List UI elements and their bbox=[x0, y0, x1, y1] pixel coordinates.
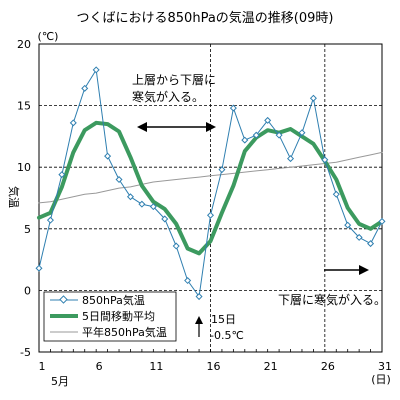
x-tick-label: 21 bbox=[264, 360, 278, 373]
data-point-850hpa bbox=[355, 233, 363, 241]
data-point-850hpa bbox=[218, 166, 226, 174]
data-point-850hpa bbox=[46, 216, 54, 224]
data-point-850hpa bbox=[172, 242, 180, 250]
y-tick-labels: 20 15 10 5 0 -5 bbox=[17, 38, 31, 359]
data-point-850hpa bbox=[367, 240, 375, 248]
data-point-850hpa bbox=[115, 176, 123, 184]
x-tick-label: 11 bbox=[149, 360, 163, 373]
data-point-850hpa bbox=[287, 155, 295, 163]
data-point-850hpa bbox=[149, 203, 157, 211]
x-tick-labels: 1 6 11 16 21 26 31 bbox=[39, 360, 393, 373]
data-point-850hpa bbox=[92, 66, 100, 74]
data-point-850hpa bbox=[184, 277, 192, 285]
data-point-850hpa bbox=[126, 193, 134, 201]
annotation-up-arrow bbox=[195, 316, 203, 337]
data-point-850hpa bbox=[35, 264, 43, 272]
data-point-850hpa bbox=[321, 156, 329, 164]
x-tick-label: 26 bbox=[321, 360, 335, 373]
x-tick-label: 6 bbox=[96, 360, 103, 373]
grid-lines bbox=[39, 44, 382, 352]
y-tick-label: -5 bbox=[20, 346, 31, 359]
annotation-min-line1: 15日 bbox=[211, 313, 236, 326]
legend-marker-850hpa bbox=[59, 295, 68, 304]
annotation-lower: 下層に寒気が入る。 bbox=[278, 292, 386, 307]
legend: 850hPa気温 5日間移動平均 平年850hPa気温 bbox=[43, 291, 177, 342]
data-point-850hpa bbox=[309, 94, 317, 102]
annotation-upper-line1: 上層から下層に bbox=[132, 73, 216, 87]
x-tick-label: 31 bbox=[378, 360, 392, 373]
data-point-850hpa bbox=[344, 221, 352, 229]
legend-label-normal: 平年850hPa気温 bbox=[82, 325, 167, 339]
y-axis-label: 気温 bbox=[7, 186, 21, 208]
data-point-850hpa bbox=[252, 131, 260, 139]
data-point-850hpa bbox=[104, 152, 112, 160]
series-markers bbox=[35, 66, 386, 301]
legend-label-5day-average: 5日間移動平均 bbox=[82, 309, 155, 323]
data-point-850hpa bbox=[161, 215, 169, 223]
legend-label-850hpa: 850hPa気温 bbox=[82, 293, 145, 307]
data-point-850hpa bbox=[241, 136, 249, 144]
data-point-850hpa bbox=[264, 116, 272, 124]
x-unit-label: (日) bbox=[371, 373, 391, 386]
data-point-850hpa bbox=[69, 119, 77, 127]
y-tick-label: 0 bbox=[24, 284, 31, 297]
data-point-850hpa bbox=[275, 131, 283, 139]
data-point-850hpa bbox=[138, 200, 146, 208]
chart-title: つくばにおける850hPaの気温の推移(09時) bbox=[77, 10, 334, 26]
data-point-850hpa bbox=[332, 190, 340, 198]
annotation-right-arrow bbox=[324, 265, 369, 275]
y-tick-label: 15 bbox=[17, 100, 31, 113]
y-unit-label: (℃) bbox=[38, 30, 59, 43]
annotation-min-line2: -0.5℃ bbox=[210, 329, 244, 342]
x-month-label: 5月 bbox=[51, 375, 69, 388]
y-tick-label: 20 bbox=[17, 38, 31, 51]
annotation-upper-line2: 寒気が入る。 bbox=[132, 89, 204, 104]
data-point-850hpa bbox=[298, 129, 306, 137]
data-point-850hpa bbox=[229, 104, 237, 112]
y-tick-label: 5 bbox=[24, 223, 31, 236]
x-tick-marks bbox=[38, 349, 383, 352]
x-tick-label: 1 bbox=[39, 360, 46, 373]
data-point-850hpa bbox=[58, 171, 66, 179]
y-tick-label: 10 bbox=[17, 161, 31, 174]
x-tick-label: 16 bbox=[207, 360, 221, 373]
data-point-850hpa bbox=[206, 211, 215, 219]
data-point-850hpa bbox=[81, 84, 89, 92]
annotation-double-arrow bbox=[137, 122, 216, 132]
data-point-850hpa bbox=[195, 293, 203, 301]
data-point-850hpa bbox=[378, 217, 386, 225]
